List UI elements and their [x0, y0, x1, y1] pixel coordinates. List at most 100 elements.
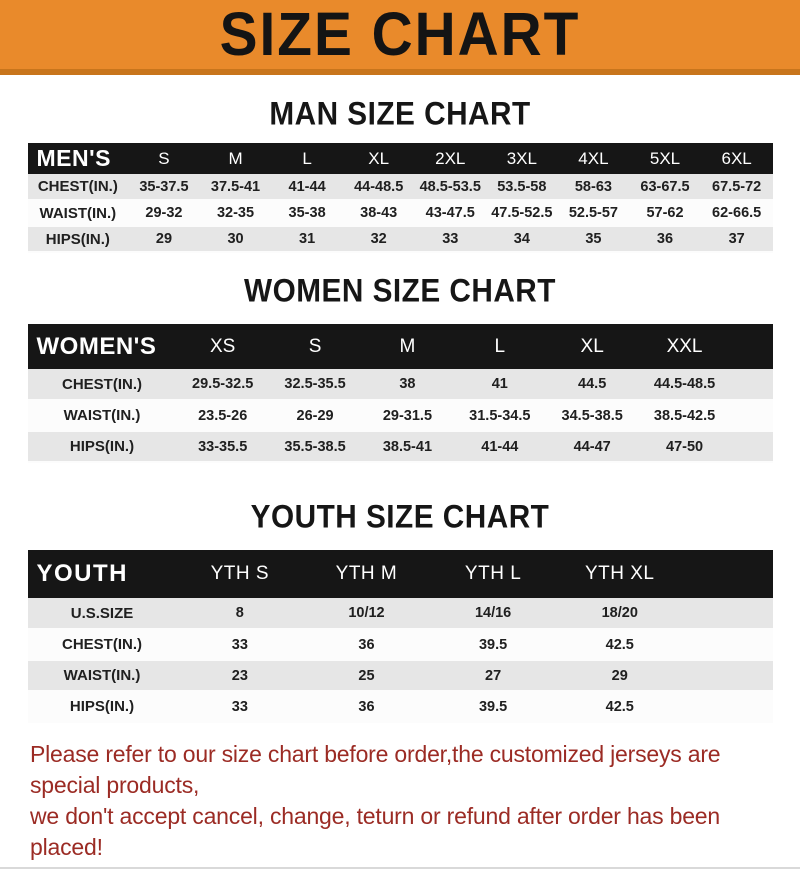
cell: 36 — [656, 231, 674, 247]
cell: 38-43 — [360, 205, 398, 221]
youth-hips-row: HIPS(IN.) 33 36 39.5 42.5 — [27, 691, 773, 722]
cell: 8 — [235, 605, 244, 621]
order-notice-line2: we don't accept cancel, change, teturn o… — [30, 803, 720, 860]
row-label: CHEST(IN.) — [62, 636, 142, 653]
cell: 29.5-32.5 — [192, 376, 254, 392]
cell: 34 — [513, 231, 530, 247]
col-header: L — [453, 324, 546, 369]
youth-ussize-row: U.S.SIZE 8 10/12 14/16 18/20 — [27, 598, 773, 629]
women-header-row: WOMEN'S XS S M L XL XXL — [27, 324, 773, 369]
row-label: CHEST(IN.) — [37, 178, 118, 195]
cell: 43-47.5 — [425, 205, 475, 221]
order-notice: Please refer to our size chart before or… — [30, 739, 772, 863]
youth-size-table: YOUTH YTH S YTH M YTH L YTH XL U.S.SIZE … — [27, 550, 773, 723]
cell: 35-38 — [288, 205, 326, 221]
cell: 41 — [491, 376, 508, 392]
banner-title: SIZE CHART — [219, 0, 581, 69]
row-label: HIPS(IN.) — [69, 438, 135, 455]
col-header: 5XL — [629, 143, 701, 174]
cell: 47.5-52.5 — [491, 205, 553, 221]
cell: 58-63 — [574, 178, 612, 195]
cell: 30 — [227, 231, 244, 247]
cell: 31.5-34.5 — [469, 407, 531, 424]
cell: 35 — [585, 231, 602, 247]
cell: 39.5 — [478, 636, 508, 653]
col-header: 6XL — [700, 143, 773, 174]
men-table-label: MEN'S — [27, 143, 129, 174]
spacer-cell — [731, 369, 773, 400]
col-header: 2XL — [414, 143, 487, 174]
order-notice-line1: Please refer to our size chart before or… — [30, 741, 721, 798]
cell: 33 — [442, 231, 459, 247]
cell: 44-47 — [573, 438, 611, 455]
women-table-label: WOMEN'S — [27, 324, 177, 369]
cell: 44.5 — [578, 376, 607, 392]
cell: 33 — [231, 698, 248, 715]
men-hips-row: HIPS(IN.) 29 30 31 32 33 34 35 36 37 — [27, 226, 773, 252]
cell: 25 — [358, 667, 375, 684]
cell: 62-66.5 — [712, 205, 762, 221]
cell: 41-44 — [481, 438, 519, 455]
women-chest-row: CHEST(IN.) 29.5-32.5 32.5-35.5 38 41 44.… — [27, 369, 773, 400]
spacer-cell — [683, 660, 772, 691]
cell: 47-50 — [666, 438, 704, 455]
row-label: WAIST(IN.) — [63, 407, 141, 424]
youth-chest-row: CHEST(IN.) 33 36 39.5 42.5 — [27, 629, 773, 660]
cell: 34.5-38.5 — [561, 407, 623, 424]
cell: 44.5-48.5 — [653, 376, 716, 392]
spacer-cell — [683, 598, 772, 629]
cell: 67.5-72 — [712, 178, 762, 195]
spacer-cell — [683, 550, 773, 598]
man-section-title: MAN SIZE CHART — [269, 95, 531, 132]
cell: 52.5-57 — [568, 205, 618, 221]
women-hips-row: HIPS(IN.) 33-35.5 35.5-38.5 38.5-41 41-4… — [27, 431, 773, 462]
col-header: XL — [342, 143, 415, 174]
row-label: WAIST(IN.) — [39, 204, 117, 222]
cell: 35.5-38.5 — [284, 438, 346, 455]
cell: 36 — [358, 636, 375, 653]
col-header: 3XL — [486, 143, 558, 174]
spacer-cell — [730, 324, 773, 369]
spacer-cell — [683, 691, 772, 722]
men-chest-row: CHEST(IN.) 35-37.5 37.5-41 41-44 44-48.5… — [27, 174, 773, 200]
cell: 38.5-42.5 — [653, 407, 716, 424]
youth-table-label: YOUTH — [27, 550, 177, 598]
spacer-cell — [731, 431, 773, 462]
cell: 18/20 — [601, 605, 638, 621]
spacer-cell — [731, 400, 773, 431]
spacer-cell — [683, 629, 772, 660]
cell: 23 — [231, 667, 248, 684]
cell: 27 — [485, 667, 502, 684]
cell: 57-62 — [646, 205, 684, 221]
women-waist-row: WAIST(IN.) 23.5-26 26-29 29-31.5 31.5-34… — [27, 400, 773, 431]
men-waist-row: WAIST(IN.) 29-32 32-35 35-38 38-43 43-47… — [27, 200, 773, 226]
cell: 44-48.5 — [354, 178, 404, 195]
youth-section-title: YOUTH SIZE CHART — [250, 498, 550, 535]
cell: 26-29 — [296, 407, 334, 424]
youth-waist-row: WAIST(IN.) 23 25 27 29 — [27, 660, 773, 691]
col-header: YTH XL — [556, 550, 684, 598]
cell: 32-35 — [216, 205, 255, 221]
cell: 14/16 — [474, 605, 512, 621]
men-size-table: MEN'S S M L XL 2XL 3XL 4XL 5XL 6XL CHEST… — [27, 143, 773, 253]
cell: 35-37.5 — [139, 178, 189, 195]
men-header-row: MEN'S S M L XL 2XL 3XL 4XL 5XL 6XL — [27, 143, 773, 174]
col-header: XXL — [638, 324, 731, 369]
cell: 48.5-53.5 — [419, 178, 481, 195]
cell: 29 — [611, 667, 628, 684]
col-header: XS — [176, 324, 269, 369]
cell: 33 — [231, 636, 248, 653]
cell: 38.5-41 — [382, 438, 433, 455]
youth-header-row: YOUTH YTH S YTH M YTH L YTH XL — [27, 550, 773, 598]
cell: 32.5-35.5 — [284, 376, 346, 392]
col-header: YTH S — [176, 550, 304, 598]
cell: 36 — [358, 698, 375, 715]
cell: 63-67.5 — [640, 178, 690, 195]
cell: 23.5-26 — [198, 407, 248, 424]
cell: 29-31.5 — [382, 407, 433, 424]
row-label: CHEST(IN.) — [61, 375, 142, 393]
cell: 31 — [299, 231, 316, 247]
women-size-table: WOMEN'S XS S M L XL XXL CHEST(IN.) 29.5-… — [27, 324, 773, 463]
col-header: M — [361, 324, 454, 369]
row-label: U.S.SIZE — [70, 604, 134, 622]
